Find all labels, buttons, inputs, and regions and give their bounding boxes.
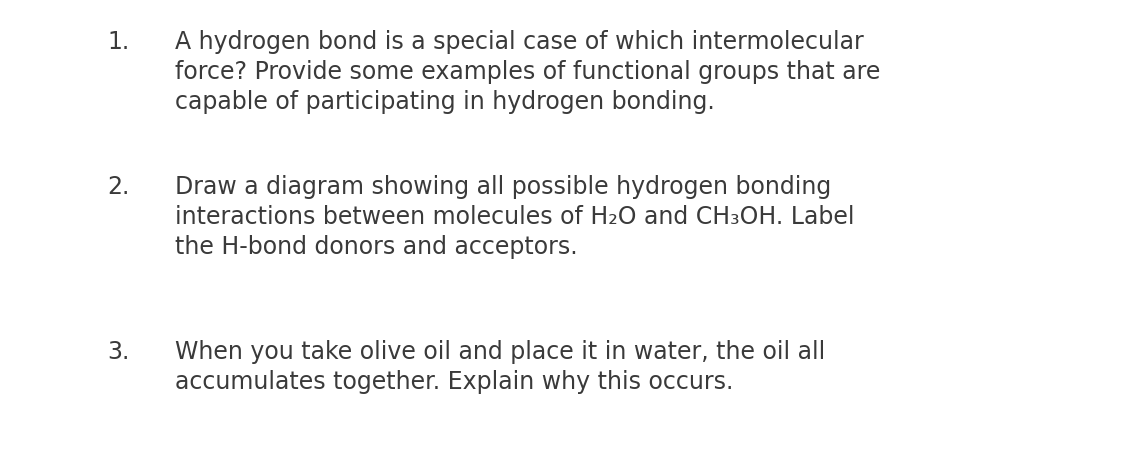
Text: 3.: 3. <box>108 339 130 363</box>
Text: 2.: 2. <box>108 175 130 199</box>
Text: When you take olive oil and place it in water, the oil all: When you take olive oil and place it in … <box>176 339 826 363</box>
Text: A hydrogen bond is a special case of which intermolecular: A hydrogen bond is a special case of whi… <box>176 30 864 54</box>
Text: capable of participating in hydrogen bonding.: capable of participating in hydrogen bon… <box>176 90 714 114</box>
Text: accumulates together. Explain why this occurs.: accumulates together. Explain why this o… <box>176 369 734 393</box>
Text: 1.: 1. <box>108 30 130 54</box>
Text: Draw a diagram showing all possible hydrogen bonding: Draw a diagram showing all possible hydr… <box>176 175 831 199</box>
Text: the H-bond donors and acceptors.: the H-bond donors and acceptors. <box>176 234 577 258</box>
Text: force? Provide some examples of functional groups that are: force? Provide some examples of function… <box>176 60 881 84</box>
Text: interactions between molecules of H₂O and CH₃OH. Label: interactions between molecules of H₂O an… <box>176 205 855 229</box>
